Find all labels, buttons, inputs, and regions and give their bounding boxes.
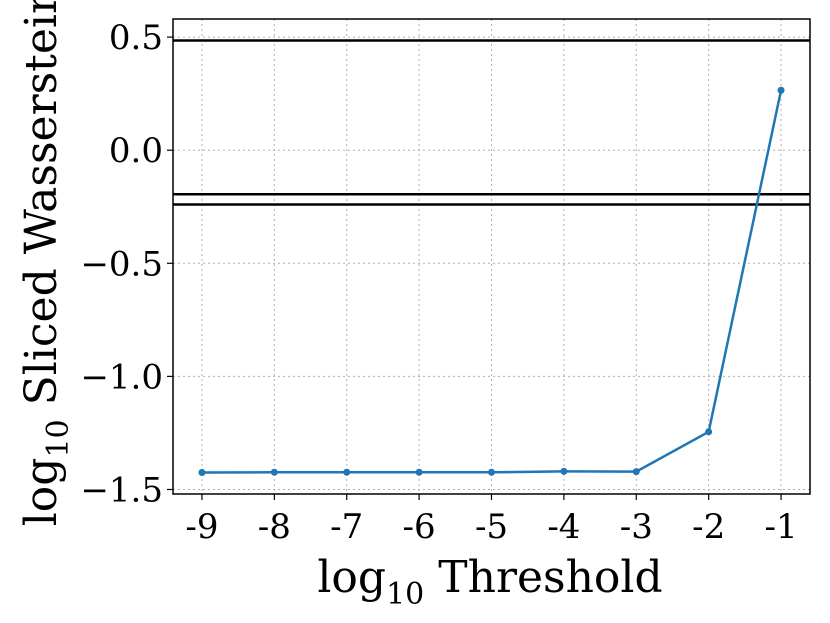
x-axis-label: log10 Threshold (317, 552, 662, 612)
grid (173, 19, 810, 494)
y-tick-label: −1.5 (80, 470, 163, 510)
reference-lines (173, 39, 810, 206)
y-tick-label: 0.0 (109, 131, 163, 171)
y-tick-label: 0.5 (109, 18, 163, 58)
data-series (198, 86, 785, 477)
y-tick-label: −0.5 (80, 244, 163, 284)
x-tick-label: -2 (692, 507, 725, 547)
data-point (705, 428, 713, 436)
y-tick-label: −1.0 (80, 357, 163, 397)
x-tick-label: -8 (258, 507, 291, 547)
x-tick-label: -6 (403, 507, 436, 547)
x-tick-label: -5 (475, 507, 508, 547)
y-axis-label: log10 Sliced Wasserstein (16, 0, 76, 526)
data-point (488, 468, 495, 476)
data-point (415, 468, 423, 476)
x-tick-label: -3 (620, 507, 653, 547)
data-point (777, 86, 785, 94)
x-tick-label: -4 (547, 507, 580, 547)
data-point (632, 468, 640, 476)
data-point (198, 469, 206, 477)
data-point (560, 467, 568, 475)
data-point (343, 468, 351, 476)
y-tick-labels: 0.5 0.0 −0.5 −1.0 −1.5 (80, 18, 173, 510)
data-point (270, 468, 278, 476)
x-tick-label: -9 (185, 507, 218, 547)
x-tick-labels: -9 -8 -7 -6 -5 -4 -3 -2 -1 (185, 494, 798, 547)
x-tick-label: -1 (764, 507, 797, 547)
x-tick-label: -7 (330, 507, 363, 547)
